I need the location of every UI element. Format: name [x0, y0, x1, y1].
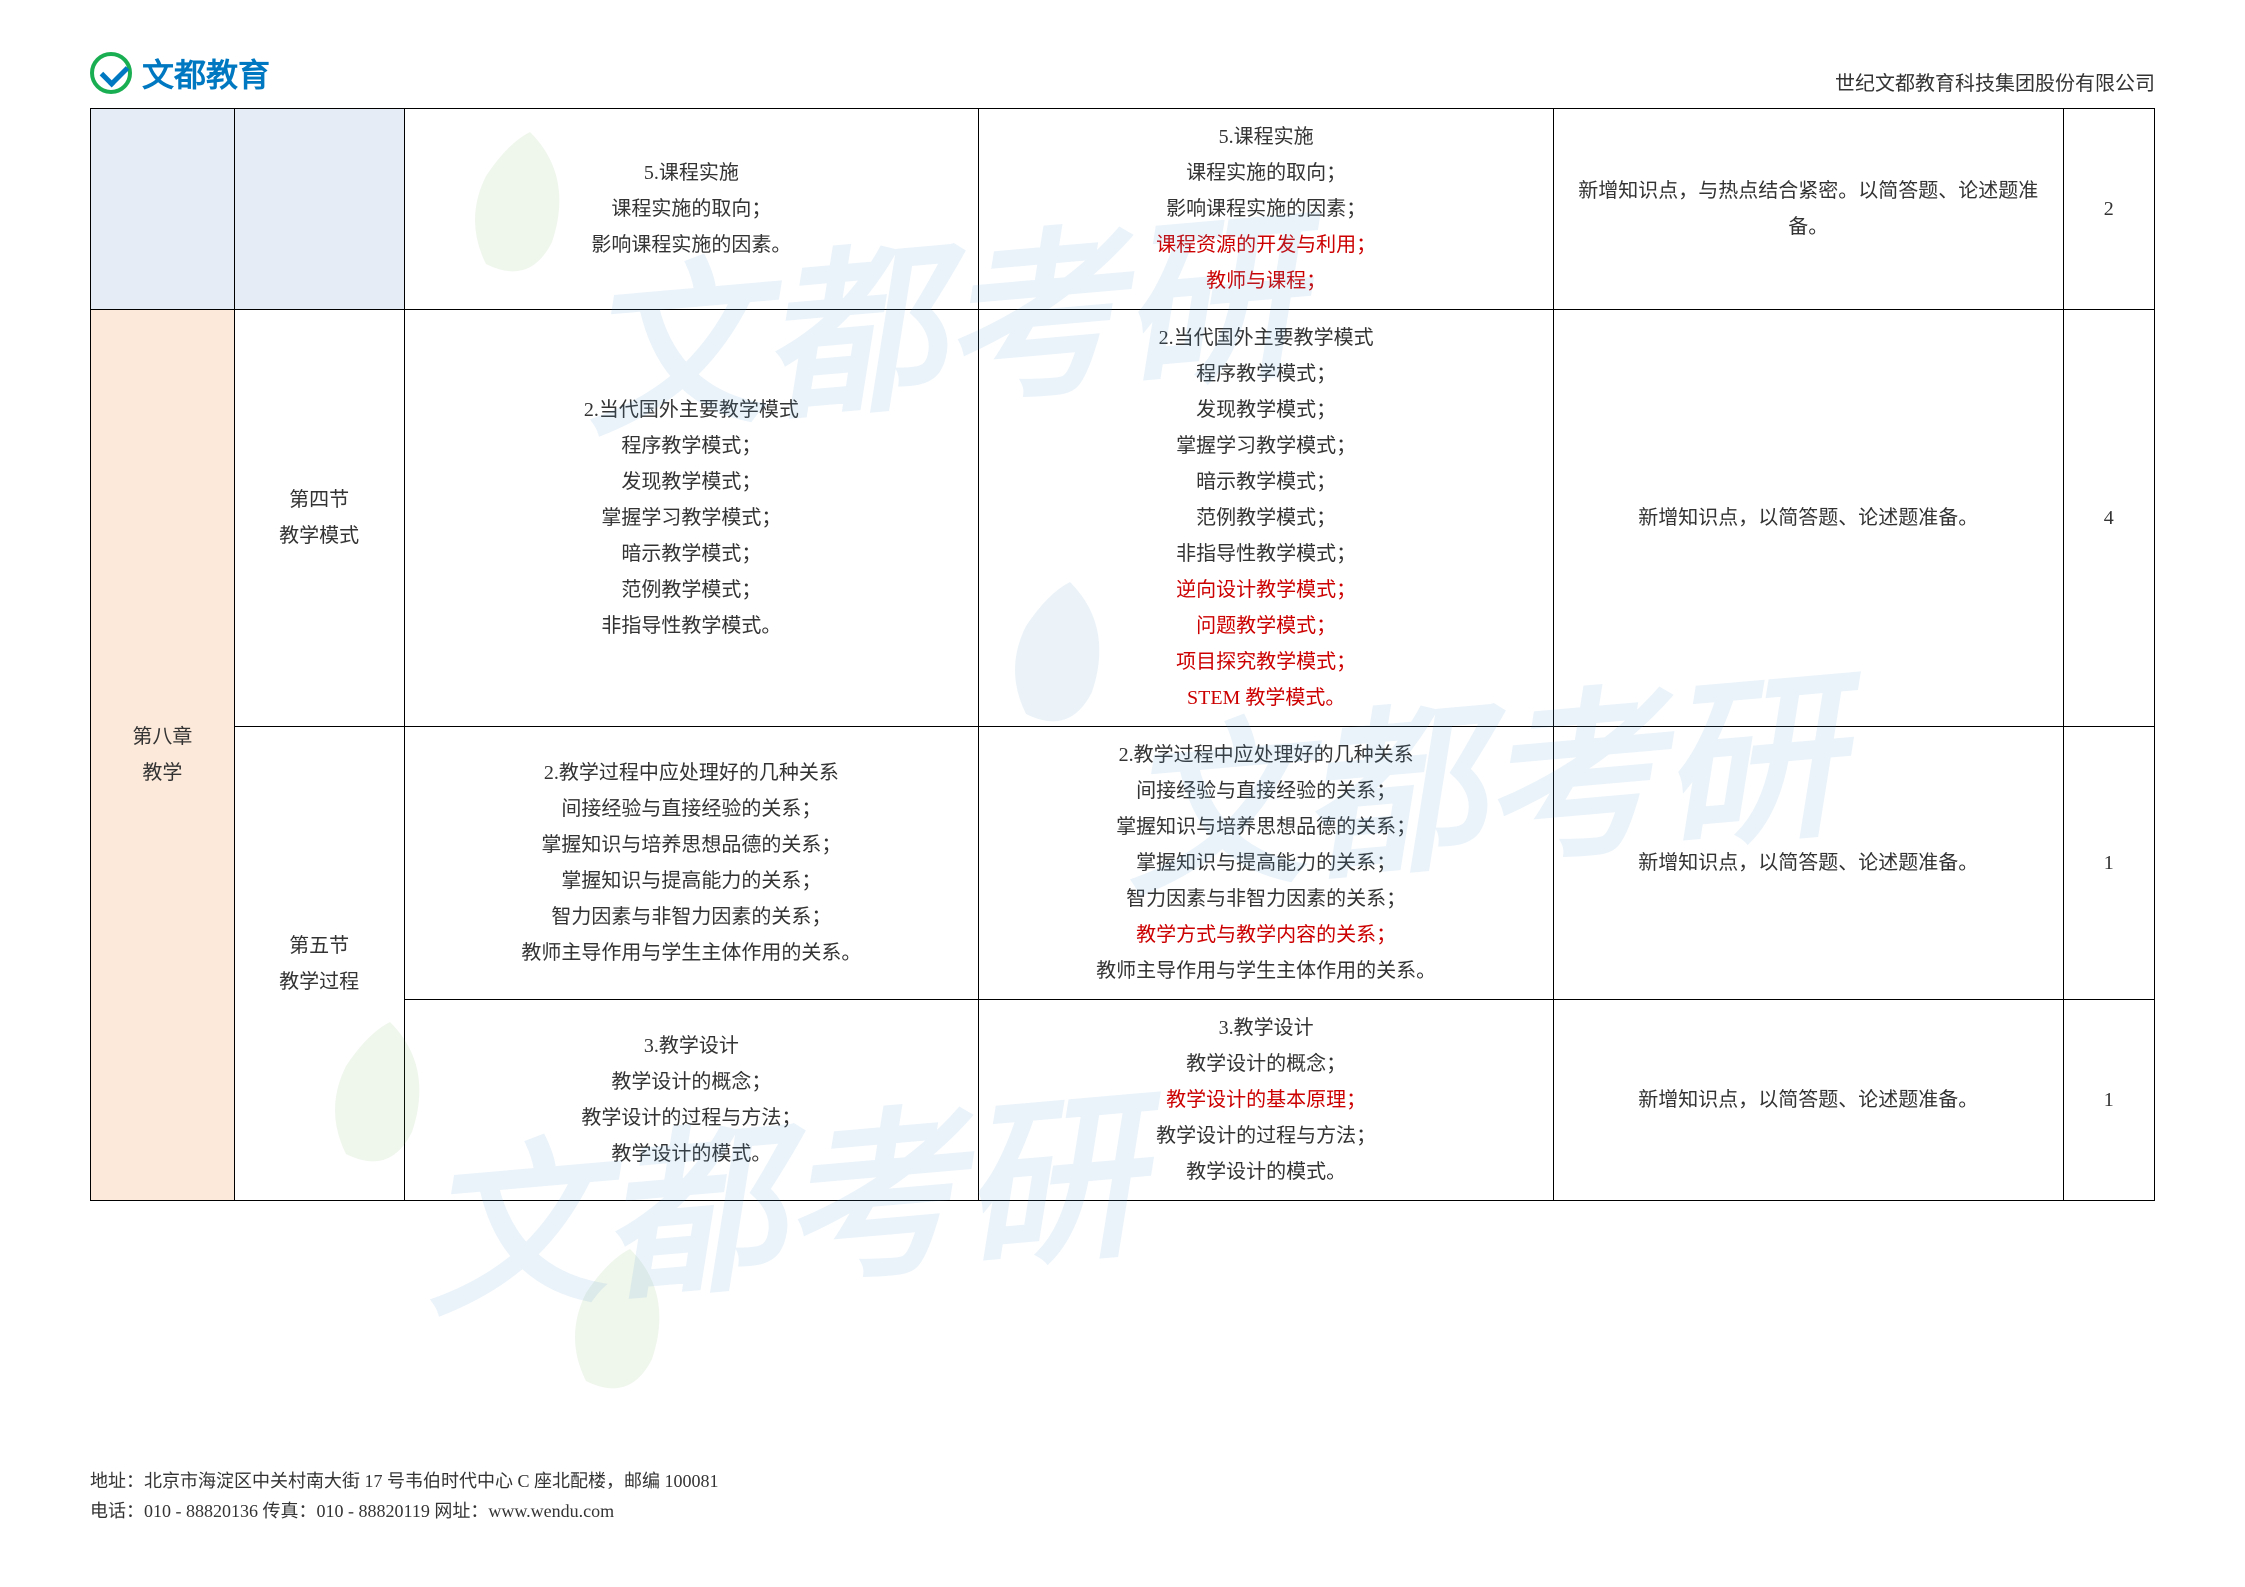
- chapter-cell-empty: [91, 109, 235, 310]
- note-cell: 新增知识点，与热点结合紧密。以简答题、论述题准备。: [1554, 109, 2063, 310]
- content-old: 3.教学设计教学设计的概念；教学设计的过程与方法；教学设计的模式。: [404, 1000, 979, 1201]
- note-cell: 新增知识点，以简答题、论述题准备。: [1554, 727, 2063, 1000]
- footer-address: 地址：北京市海淀区中关村南大街 17 号韦伯时代中心 C 座北配楼，邮编 100…: [90, 1466, 719, 1497]
- page-footer: 地址：北京市海淀区中关村南大街 17 号韦伯时代中心 C 座北配楼，邮编 100…: [90, 1466, 719, 1527]
- syllabus-table: 5.课程实施课程实施的取向；影响课程实施的因素。 5.课程实施课程实施的取向；影…: [90, 108, 2155, 1201]
- logo: 文都教育: [90, 50, 270, 96]
- note-cell: 新增知识点，以简答题、论述题准备。: [1554, 310, 2063, 727]
- chapter-cell: 第八章教学: [91, 310, 235, 1201]
- page-header: 文都教育 世纪文都教育科技集团股份有限公司: [90, 50, 2155, 96]
- logo-text: 文都教育: [142, 50, 270, 96]
- count-cell: 1: [2063, 727, 2154, 1000]
- content-new: 3.教学设计教学设计的概念；教学设计的基本原理；教学设计的过程与方法；教学设计的…: [979, 1000, 1554, 1201]
- count-cell: 1: [2063, 1000, 2154, 1201]
- count-cell: 4: [2063, 310, 2154, 727]
- note-cell: 新增知识点，以简答题、论述题准备。: [1554, 1000, 2063, 1201]
- logo-icon: [90, 52, 132, 94]
- content-new: 2.教学过程中应处理好的几种关系间接经验与直接经验的关系；掌握知识与培养思想品德…: [979, 727, 1554, 1000]
- footer-contact: 电话：010 - 88820136 传真：010 - 88820119 网址：w…: [90, 1496, 719, 1527]
- section-cell: 第五节教学过程: [234, 727, 404, 1201]
- section-cell-empty: [234, 109, 404, 310]
- content-old: 2.教学过程中应处理好的几种关系间接经验与直接经验的关系；掌握知识与培养思想品德…: [404, 727, 979, 1000]
- count-cell: 2: [2063, 109, 2154, 310]
- content-old: 2.当代国外主要教学模式程序教学模式；发现教学模式；掌握学习教学模式；暗示教学模…: [404, 310, 979, 727]
- content-new: 5.课程实施课程实施的取向；影响课程实施的因素；课程资源的开发与利用；教师与课程…: [979, 109, 1554, 310]
- content-old: 5.课程实施课程实施的取向；影响课程实施的因素。: [404, 109, 979, 310]
- content-new: 2.当代国外主要教学模式程序教学模式；发现教学模式；掌握学习教学模式；暗示教学模…: [979, 310, 1554, 727]
- section-cell: 第四节教学模式: [234, 310, 404, 727]
- company-name: 世纪文都教育科技集团股份有限公司: [1835, 67, 2155, 96]
